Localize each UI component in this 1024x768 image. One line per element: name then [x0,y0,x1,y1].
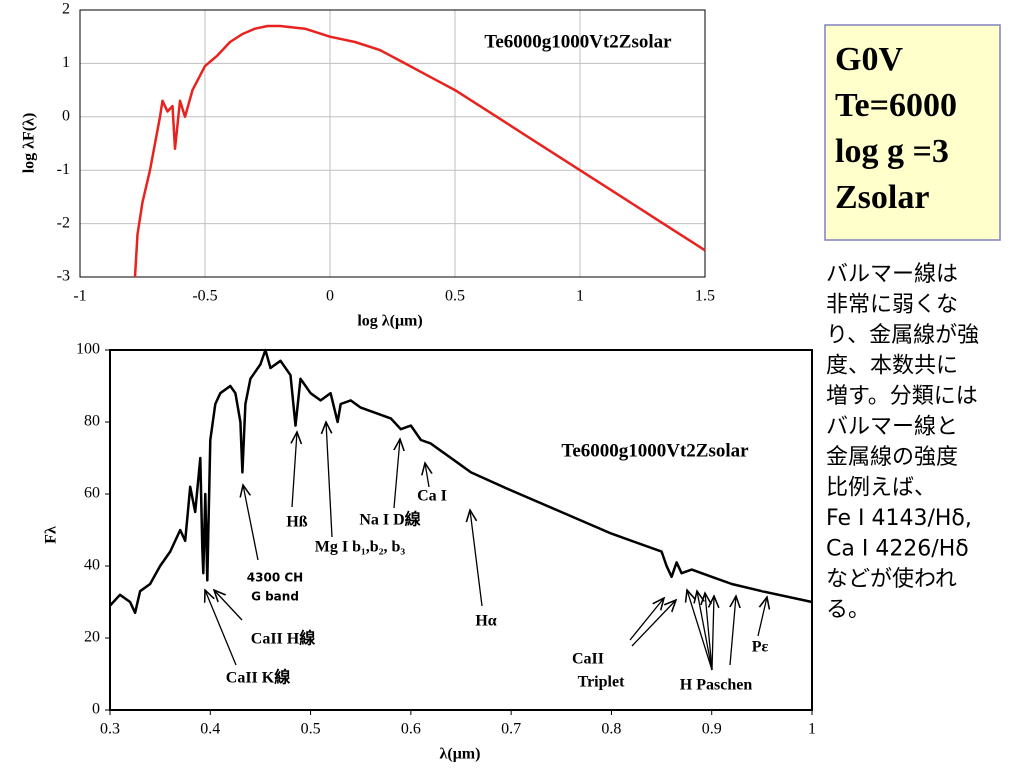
x-axis-title: λ(μm) [440,746,481,763]
y-tick-label: 80 [84,413,100,430]
x-tick-label: 0.8 [601,721,621,738]
x-tick-label: 0.5 [445,288,465,305]
series-label: Te6000g1000Vt2Zsolar [484,31,672,52]
annotation-arrow [214,590,243,621]
annotation-arrow [292,432,297,508]
annotation-arrow [705,593,713,671]
annotation: CaII [572,651,604,668]
box-text: log g =3 [835,133,949,170]
annotation: Triplet [578,674,625,691]
x-tick-label: 0.3 [100,721,120,738]
plot-frame [79,9,706,278]
annotation: CaII K線 [226,668,290,687]
annotation-arrow [394,439,400,509]
box-text: Te=6000 [835,87,957,124]
y-tick-label: -1 [57,161,70,178]
annotation-arrow [757,597,767,637]
note-text: り、金属線が強 [826,323,979,348]
plot-frame [109,349,813,711]
spectrum-line [109,348,813,615]
x-tick-label: -1 [73,288,86,305]
note-text: Fe I 4143/Hδ, [826,506,972,531]
annotation-arrow [326,422,333,538]
annotation: Na I D線 [359,510,420,529]
note-text: る。 [826,598,870,623]
x-tick-label: 0.5 [301,721,321,738]
box-text: G0V [835,41,903,78]
note-text: 金属線の強度 [826,445,958,470]
annotation-arrow [687,590,713,671]
spectrum-line [133,24,706,278]
annotation-arrow [730,596,736,666]
annotation-arrow [712,596,714,671]
x-tick-label: 0.7 [501,721,521,738]
y-tick-label: 0 [62,107,70,124]
annotation: Hß [286,514,307,531]
x-tick-label: 0 [326,288,334,305]
annotation: Mg I b₁,b₂, b₃ [315,539,406,556]
annotation: 4300 CH [247,571,303,585]
annotation-arrow [697,591,713,671]
info-box [824,24,1001,241]
y-tick-label: 100 [76,341,100,358]
y-tick-label: 2 [62,1,70,18]
y-tick-label: -3 [57,268,70,285]
annotation: Ca I [417,488,447,505]
note-text: バルマー線と [826,415,958,440]
x-tick-label: 1 [808,721,816,738]
annotation: Hα [475,613,496,630]
x-tick-label: -0.5 [192,288,217,305]
annotation-arrow [205,590,237,666]
annotation: H Paschen [680,677,753,694]
y-tick-label: 20 [84,629,100,646]
x-tick-label: 1 [576,288,584,305]
annotation-arrow [425,463,429,488]
note-text: 増す。分類には [826,384,978,409]
annotation-arrow [470,510,483,607]
annotation: Pε [752,639,769,656]
annotation-arrow [631,600,676,647]
box-text: Zsolar [835,179,929,216]
x-tick-label: 0.6 [401,721,421,738]
x-tick-label: 0.9 [702,721,722,738]
x-tick-label: 1.5 [695,288,715,305]
y-axis-title: log λF(λ) [21,113,38,174]
y-tick-label: 0 [92,701,100,718]
annotation: G band [251,590,299,604]
y-tick-label: -2 [57,214,70,231]
note-text: 度、本数共に [826,354,958,379]
series-label: Te6000g1000Vt2Zsolar [561,440,749,461]
y-tick-label: 1 [62,54,70,71]
note-text: バルマー線は [826,262,958,287]
note-text: などが使われ [826,567,957,592]
note-text: 比例えば、 [826,476,936,501]
annotation-arrow [243,485,259,561]
y-axis-title: Fλ [43,526,60,544]
x-tick-label: 0.4 [200,721,220,738]
y-tick-label: 40 [84,557,100,574]
note-text: Ca I 4226/Hδ [826,537,969,562]
note-text: 非常に弱くな [826,293,958,318]
y-tick-label: 60 [84,485,100,502]
annotation: CaII H線 [251,629,315,648]
annotation-arrow [629,598,664,641]
x-axis-title: log λ(μm) [357,313,422,330]
